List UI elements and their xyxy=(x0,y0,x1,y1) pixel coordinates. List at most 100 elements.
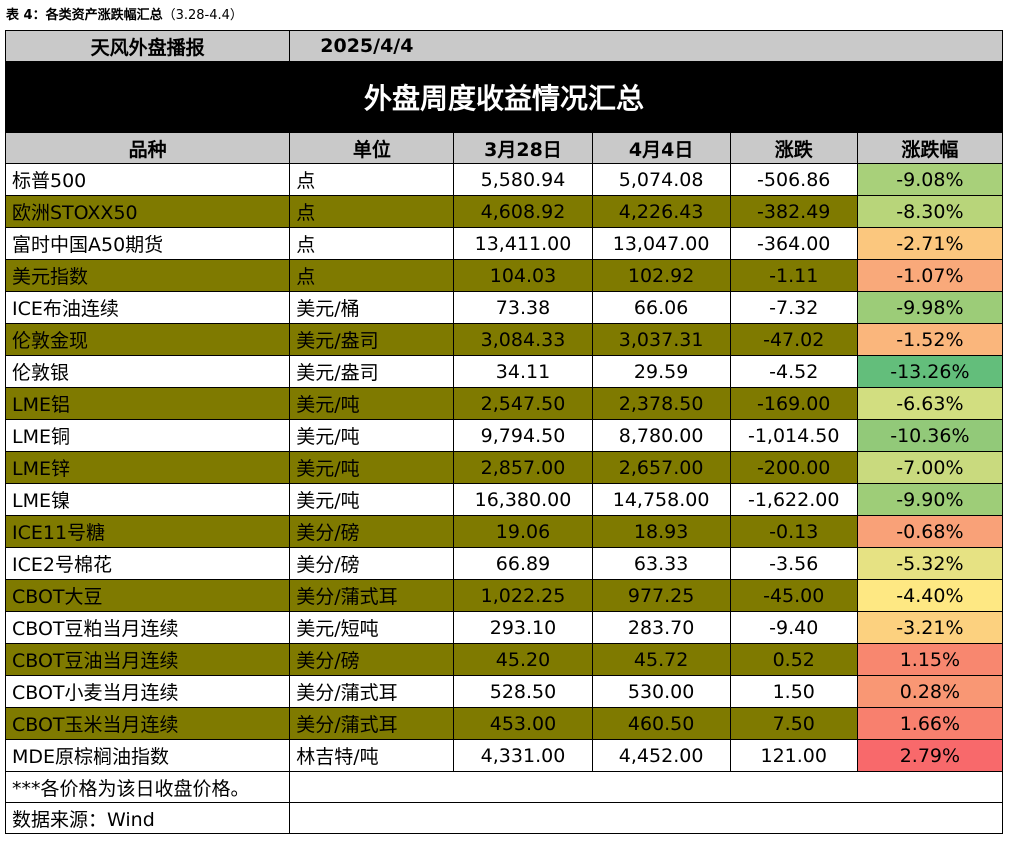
curr-price-cell: 13,047.00 xyxy=(591,227,731,260)
note-row: 数据来源：Wind xyxy=(4,802,1003,834)
asset-name-cell: ICE布油连续 xyxy=(4,291,291,324)
change-pct-cell: -2.71% xyxy=(856,227,1004,260)
curr-price-cell: 8,780.00 xyxy=(591,419,731,452)
unit-cell: 美元/桶 xyxy=(289,291,455,324)
title-row: 外盘周度收益情况汇总 xyxy=(5,61,1003,133)
change-cell: -0.13 xyxy=(729,515,858,548)
unit-cell: 美分/蒲式耳 xyxy=(289,707,455,740)
asset-name-cell: 标普500 xyxy=(4,163,291,196)
curr-price-cell: 2,657.00 xyxy=(591,451,731,484)
curr-price-cell: 3,037.31 xyxy=(591,323,731,356)
asset-name-cell: ICE2号棉花 xyxy=(4,547,291,580)
change-pct-cell: -7.00% xyxy=(856,451,1004,484)
asset-name-cell: LME镍 xyxy=(4,483,291,516)
change-pct-cell: -8.30% xyxy=(856,195,1004,228)
table-caption: 表 4：各类资产涨跌幅汇总（3.28-4.4） xyxy=(6,4,243,23)
column-header: 品种 xyxy=(4,132,291,164)
curr-price-cell: 4,226.43 xyxy=(591,195,731,228)
unit-cell: 林吉特/吨 xyxy=(289,739,455,772)
curr-price-cell: 4,452.00 xyxy=(591,739,731,772)
prev-price-cell: 528.50 xyxy=(453,675,593,708)
note-row: ***各价格为该日收盘价格。 xyxy=(4,771,1003,803)
table-row: 伦敦金现 美元/盎司 3,084.33 3,037.31 -47.02 -1.52% xyxy=(4,323,1004,356)
change-pct-cell: -4.40% xyxy=(856,579,1004,612)
prev-price-cell: 45.20 xyxy=(453,643,593,676)
change-cell: -382.49 xyxy=(729,195,858,228)
asset-name-cell: LME铝 xyxy=(4,387,291,420)
change-cell: 121.00 xyxy=(729,739,858,772)
change-cell: -47.02 xyxy=(729,323,858,356)
change-cell: -45.00 xyxy=(729,579,858,612)
table-row: CBOT玉米当月连续 美分/蒲式耳 453.00 460.50 7.50 1.66% xyxy=(4,707,1004,740)
asset-name-cell: 美元指数 xyxy=(4,259,291,292)
prev-price-cell: 73.38 xyxy=(453,291,593,324)
note-empty-cell xyxy=(289,802,1003,834)
table-row: LME镍 美元/吨 16,380.00 14,758.00 -1,622.00 -9.90… xyxy=(4,483,1004,516)
change-pct-cell: -6.63% xyxy=(856,387,1004,420)
table-row: ICE布油连续 美元/桶 73.38 66.06 -7.32 -9.98% xyxy=(4,291,1004,324)
table-row: LME锌 美元/吨 2,857.00 2,657.00 -200.00 -7.00% xyxy=(4,451,1004,484)
change-pct-cell: -5.32% xyxy=(856,547,1004,580)
change-cell: -200.00 xyxy=(729,451,858,484)
curr-price-cell: 977.25 xyxy=(591,579,731,612)
change-pct-cell: -10.36% xyxy=(856,419,1004,452)
unit-cell: 点 xyxy=(289,195,455,228)
asset-name-cell: CBOT大豆 xyxy=(4,579,291,612)
prev-price-cell: 453.00 xyxy=(453,707,593,740)
asset-name-cell: LME锌 xyxy=(4,451,291,484)
change-pct-cell: -13.26% xyxy=(856,355,1004,388)
asset-name-cell: 欧洲STOXX50 xyxy=(4,195,291,228)
curr-price-cell: 2,378.50 xyxy=(591,387,731,420)
change-pct-cell: 1.66% xyxy=(856,707,1004,740)
report-header-row: 天风外盘播报 2025/4/4 xyxy=(4,30,1003,62)
prev-price-cell: 4,331.00 xyxy=(453,739,593,772)
prev-price-cell: 16,380.00 xyxy=(453,483,593,516)
change-pct-cell: -9.98% xyxy=(856,291,1004,324)
column-header: 单位 xyxy=(289,132,455,164)
asset-name-cell: CBOT豆油当月连续 xyxy=(4,643,291,676)
unit-cell: 美元/吨 xyxy=(289,419,455,452)
prev-price-cell: 104.03 xyxy=(453,259,593,292)
table-title: 外盘周度收益情况汇总 xyxy=(5,61,1003,133)
curr-price-cell: 102.92 xyxy=(591,259,731,292)
table-row: 伦敦银 美元/盎司 34.11 29.59 -4.52 -13.26% xyxy=(4,355,1004,388)
curr-price-cell: 530.00 xyxy=(591,675,731,708)
prev-price-cell: 2,547.50 xyxy=(453,387,593,420)
report-source: 天风外盘播报 xyxy=(4,30,291,62)
note-empty-cell xyxy=(289,771,1003,803)
prev-price-cell: 1,022.25 xyxy=(453,579,593,612)
unit-cell: 美分/磅 xyxy=(289,547,455,580)
change-pct-cell: -0.68% xyxy=(856,515,1004,548)
table-row: ICE11号糖 美分/磅 19.06 18.93 -0.13 -0.68% xyxy=(4,515,1004,548)
unit-cell: 美分/磅 xyxy=(289,515,455,548)
unit-cell: 美元/吨 xyxy=(289,483,455,516)
asset-name-cell: LME铜 xyxy=(4,419,291,452)
column-header-row: 品种 单位 3月28日 4月4日 涨跌 涨跌幅 xyxy=(4,132,1004,164)
unit-cell: 美元/盎司 xyxy=(289,323,455,356)
prev-price-cell: 3,084.33 xyxy=(453,323,593,356)
change-cell: 0.52 xyxy=(729,643,858,676)
table-row: MDE原棕榈油指数 林吉特/吨 4,331.00 4,452.00 121.00 2.79… xyxy=(4,739,1004,772)
asset-name-cell: MDE原棕榈油指数 xyxy=(4,739,291,772)
column-header: 涨跌 xyxy=(729,132,858,164)
prev-price-cell: 4,608.92 xyxy=(453,195,593,228)
prev-price-cell: 19.06 xyxy=(453,515,593,548)
curr-price-cell: 66.06 xyxy=(591,291,731,324)
prev-price-cell: 9,794.50 xyxy=(453,419,593,452)
asset-name-cell: CBOT玉米当月连续 xyxy=(4,707,291,740)
prev-price-cell: 5,580.94 xyxy=(453,163,593,196)
unit-cell: 美元/短吨 xyxy=(289,611,455,644)
change-pct-cell: 0.28% xyxy=(856,675,1004,708)
change-pct-cell: -1.07% xyxy=(856,259,1004,292)
change-pct-cell: -3.21% xyxy=(856,611,1004,644)
table-row: 美元指数点 104.03 102.92 -1.11 -1.07% xyxy=(4,259,1004,292)
unit-cell: 美元/吨 xyxy=(289,387,455,420)
note-text: 数据来源：Wind xyxy=(4,802,291,834)
table-row: 富时中国A50期货点 13,411.00 13,047.00 -364.00 -2.71… xyxy=(4,227,1004,260)
curr-price-cell: 45.72 xyxy=(591,643,731,676)
change-cell: -3.56 xyxy=(729,547,858,580)
unit-cell: 美分/蒲式耳 xyxy=(289,579,455,612)
prev-price-cell: 13,411.00 xyxy=(453,227,593,260)
table-row: LME铝 美元/吨 2,547.50 2,378.50 -169.00 -6.63% xyxy=(4,387,1004,420)
curr-price-cell: 460.50 xyxy=(591,707,731,740)
